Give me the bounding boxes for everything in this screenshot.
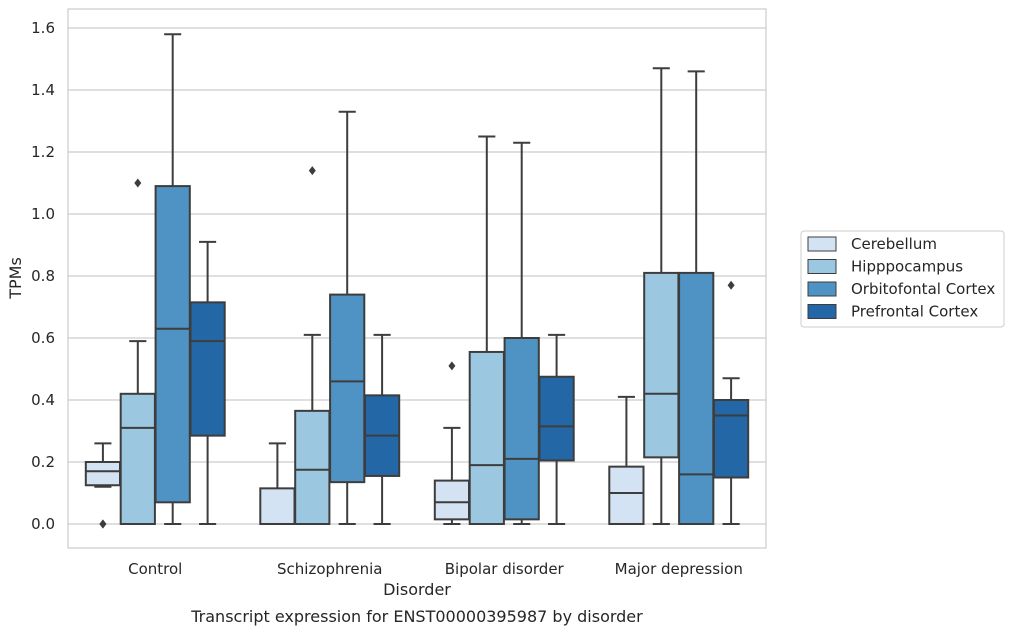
box-cerebellum bbox=[84, 442, 122, 529]
box-orbitofontal-cortex bbox=[503, 141, 540, 525]
y-axis-ticks: 0.0 0.2 0.4 0.6 0.8 1.0 1.2 1.4 1.6 bbox=[31, 19, 55, 533]
box-prefrontal-cortex bbox=[189, 240, 226, 525]
x-tick-label: Major depression bbox=[615, 560, 743, 578]
legend-label: Prefrontal Cortex bbox=[851, 303, 978, 321]
x-tick-label: Bipolar disorder bbox=[445, 560, 565, 578]
y-tick-label: 0.0 bbox=[31, 515, 55, 533]
box-plot-area bbox=[84, 33, 750, 529]
box-orbitofontal-cortex bbox=[329, 110, 366, 525]
iqr-box bbox=[712, 399, 750, 479]
box-orbitofontal-cortex bbox=[154, 33, 191, 525]
outlier-marker bbox=[308, 166, 316, 176]
y-axis-label: TPMs bbox=[6, 257, 25, 300]
y-tick-label: 0.8 bbox=[31, 267, 55, 285]
box-hipppocampus bbox=[643, 67, 680, 525]
y-tick-label: 0.6 bbox=[31, 329, 55, 347]
iqr-box bbox=[608, 465, 645, 525]
iqr-box bbox=[84, 461, 122, 487]
box-cerebellum bbox=[259, 442, 296, 526]
iqr-box bbox=[643, 271, 680, 459]
legend-label: Hipppocampus bbox=[851, 258, 963, 276]
iqr-box bbox=[433, 479, 471, 521]
legend-label: Orbitofontal Cortex bbox=[851, 280, 995, 298]
x-tick-label: Control bbox=[128, 560, 182, 578]
y-tick-label: 1.6 bbox=[31, 19, 55, 37]
legend-swatch bbox=[807, 281, 837, 297]
y-tick-label: 0.2 bbox=[31, 453, 55, 471]
iqr-box bbox=[503, 337, 540, 521]
outlier-marker bbox=[99, 519, 107, 529]
x-tick-label: Schizophrenia bbox=[277, 560, 382, 578]
legend-swatch bbox=[807, 259, 837, 274]
outlier-marker bbox=[134, 178, 142, 188]
legend-label: Cerebellum bbox=[851, 235, 937, 253]
box-hipppocampus bbox=[119, 178, 156, 525]
legend-swatch bbox=[807, 304, 837, 319]
box-hipppocampus bbox=[294, 166, 331, 526]
outlier-marker bbox=[727, 280, 735, 290]
iqr-box bbox=[538, 375, 575, 462]
iqr-box bbox=[678, 271, 715, 525]
box-prefrontal-cortex bbox=[363, 333, 401, 525]
iqr-box bbox=[154, 185, 191, 504]
outlier-marker bbox=[448, 361, 456, 371]
y-tick-label: 1.4 bbox=[31, 81, 55, 99]
box-orbitofontal-cortex bbox=[678, 70, 715, 525]
box-hipppocampus bbox=[468, 135, 505, 526]
iqr-box bbox=[189, 301, 226, 437]
legend-frame bbox=[800, 230, 1005, 328]
legend-swatch bbox=[807, 236, 837, 252]
iqr-box bbox=[119, 392, 156, 525]
x-axis-label: Disorder bbox=[383, 580, 451, 599]
x-axis-ticks: Control Schizophrenia Bipolar disorder Majo… bbox=[128, 560, 743, 578]
y-tick-label: 1.2 bbox=[31, 143, 55, 161]
box-prefrontal-cortex bbox=[538, 333, 575, 525]
plot-frame bbox=[67, 8, 767, 549]
chart-caption: Transcript expression for ENST0000039598… bbox=[190, 607, 643, 626]
iqr-box bbox=[329, 293, 366, 484]
box-prefrontal-cortex bbox=[712, 280, 750, 525]
box-cerebellum bbox=[433, 361, 471, 525]
iqr-box bbox=[294, 409, 331, 526]
iqr-box bbox=[259, 487, 296, 526]
box-cerebellum bbox=[608, 395, 645, 525]
iqr-box bbox=[468, 350, 505, 526]
y-tick-label: 1.0 bbox=[31, 205, 55, 223]
y-tick-label: 0.4 bbox=[31, 391, 55, 409]
legend: Cerebellum Hipppocampus Orbitofontal Corte… bbox=[800, 230, 1005, 328]
